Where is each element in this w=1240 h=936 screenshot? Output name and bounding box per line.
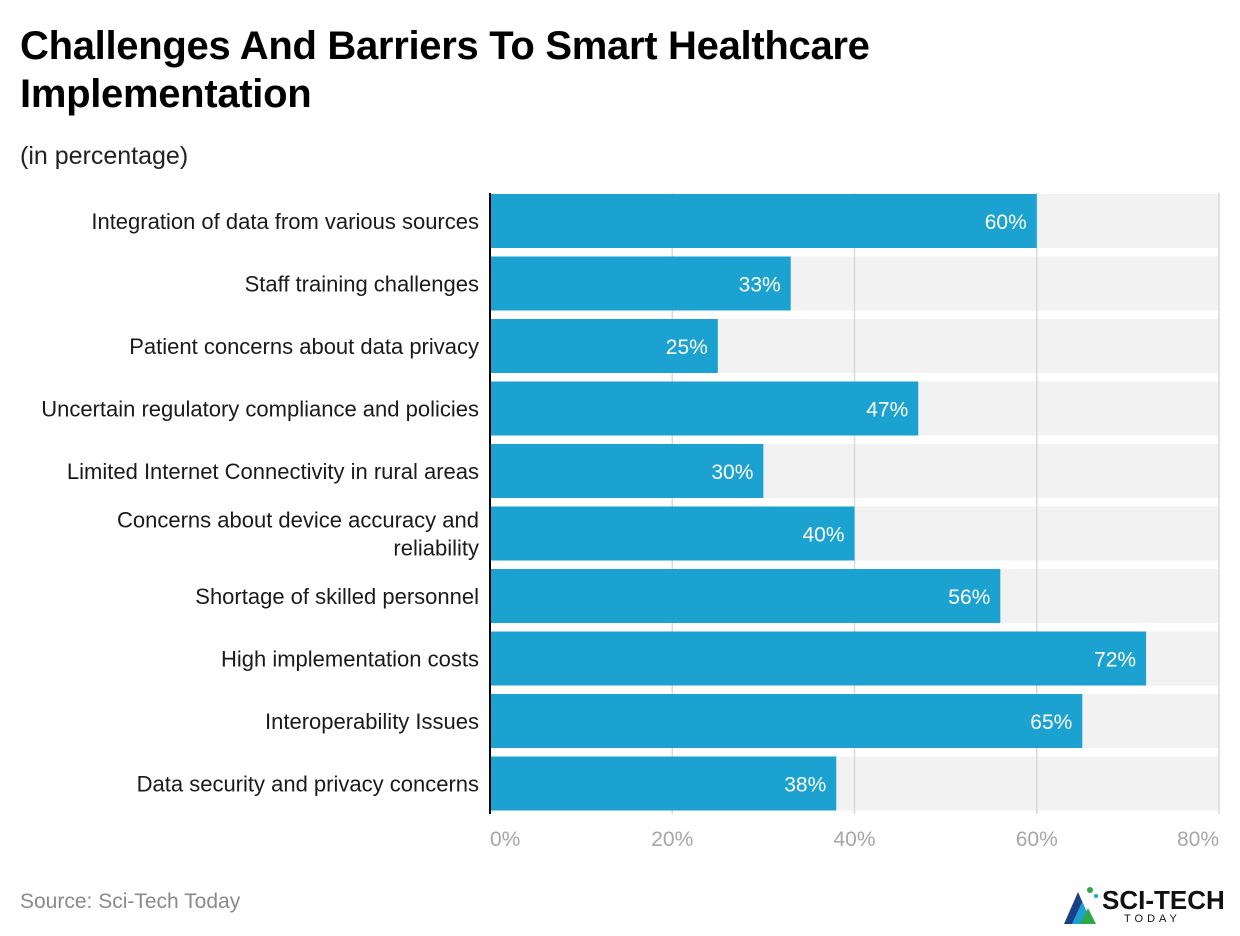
bar-chart: 60% Integration of data from various sour… [41, 193, 1220, 851]
chart-subtitle: (in percentage) [20, 142, 189, 170]
logo-mark-icon [1064, 887, 1098, 924]
sci-tech-today-logo: SCI-TECH TODAY [1060, 882, 1236, 930]
bar [490, 631, 1147, 686]
x-tick-label: 0% [490, 828, 520, 851]
category-label: Uncertain regulatory compliance and poli… [41, 397, 479, 422]
category-label: Shortage of skilled personnel [195, 584, 479, 609]
bar-value-label: 72% [1094, 649, 1136, 672]
bar [490, 194, 1037, 248]
x-tick-label: 60% [1016, 828, 1058, 851]
bar-value-label: 25% [666, 336, 708, 359]
bar-value-label: 47% [866, 399, 908, 422]
bar [490, 444, 764, 498]
bar [490, 381, 919, 436]
category-label: Integration of data from various sources [91, 209, 479, 234]
logo-name: SCI-TECH [1102, 885, 1225, 915]
x-tick-label: 80% [1177, 828, 1219, 851]
category-label: Patient concerns about data privacy [129, 334, 479, 359]
bar [490, 319, 718, 373]
logo-tagline: TODAY [1124, 913, 1181, 925]
category-label: Limited Internet Connectivity in rural a… [67, 459, 479, 484]
category-label: Concerns about device accuracy and reliab… [117, 508, 479, 561]
bar [490, 569, 1001, 623]
bar [490, 506, 855, 561]
bar [490, 756, 837, 811]
bar [490, 256, 791, 311]
source-note: Source: Sci-Tech Today [20, 890, 241, 913]
category-label: Interoperability Issues [265, 709, 479, 734]
chart-title: Challenges And Barriers To Smart Healthc… [20, 24, 870, 116]
bar-value-label: 40% [802, 524, 844, 547]
category-label: Staff training challenges [245, 272, 479, 297]
bar-value-label: 33% [739, 274, 781, 297]
x-tick-label: 20% [651, 828, 693, 851]
bar-value-label: 38% [784, 774, 826, 797]
category-label: High implementation costs [221, 647, 479, 672]
category-label: Data security and privacy concerns [137, 772, 479, 797]
bar [490, 694, 1083, 748]
bar-value-label: 60% [985, 211, 1027, 234]
x-tick-label: 40% [833, 828, 875, 851]
bar-value-label: 30% [711, 461, 753, 484]
bar-value-label: 65% [1030, 711, 1072, 734]
bar-value-label: 56% [948, 586, 990, 609]
